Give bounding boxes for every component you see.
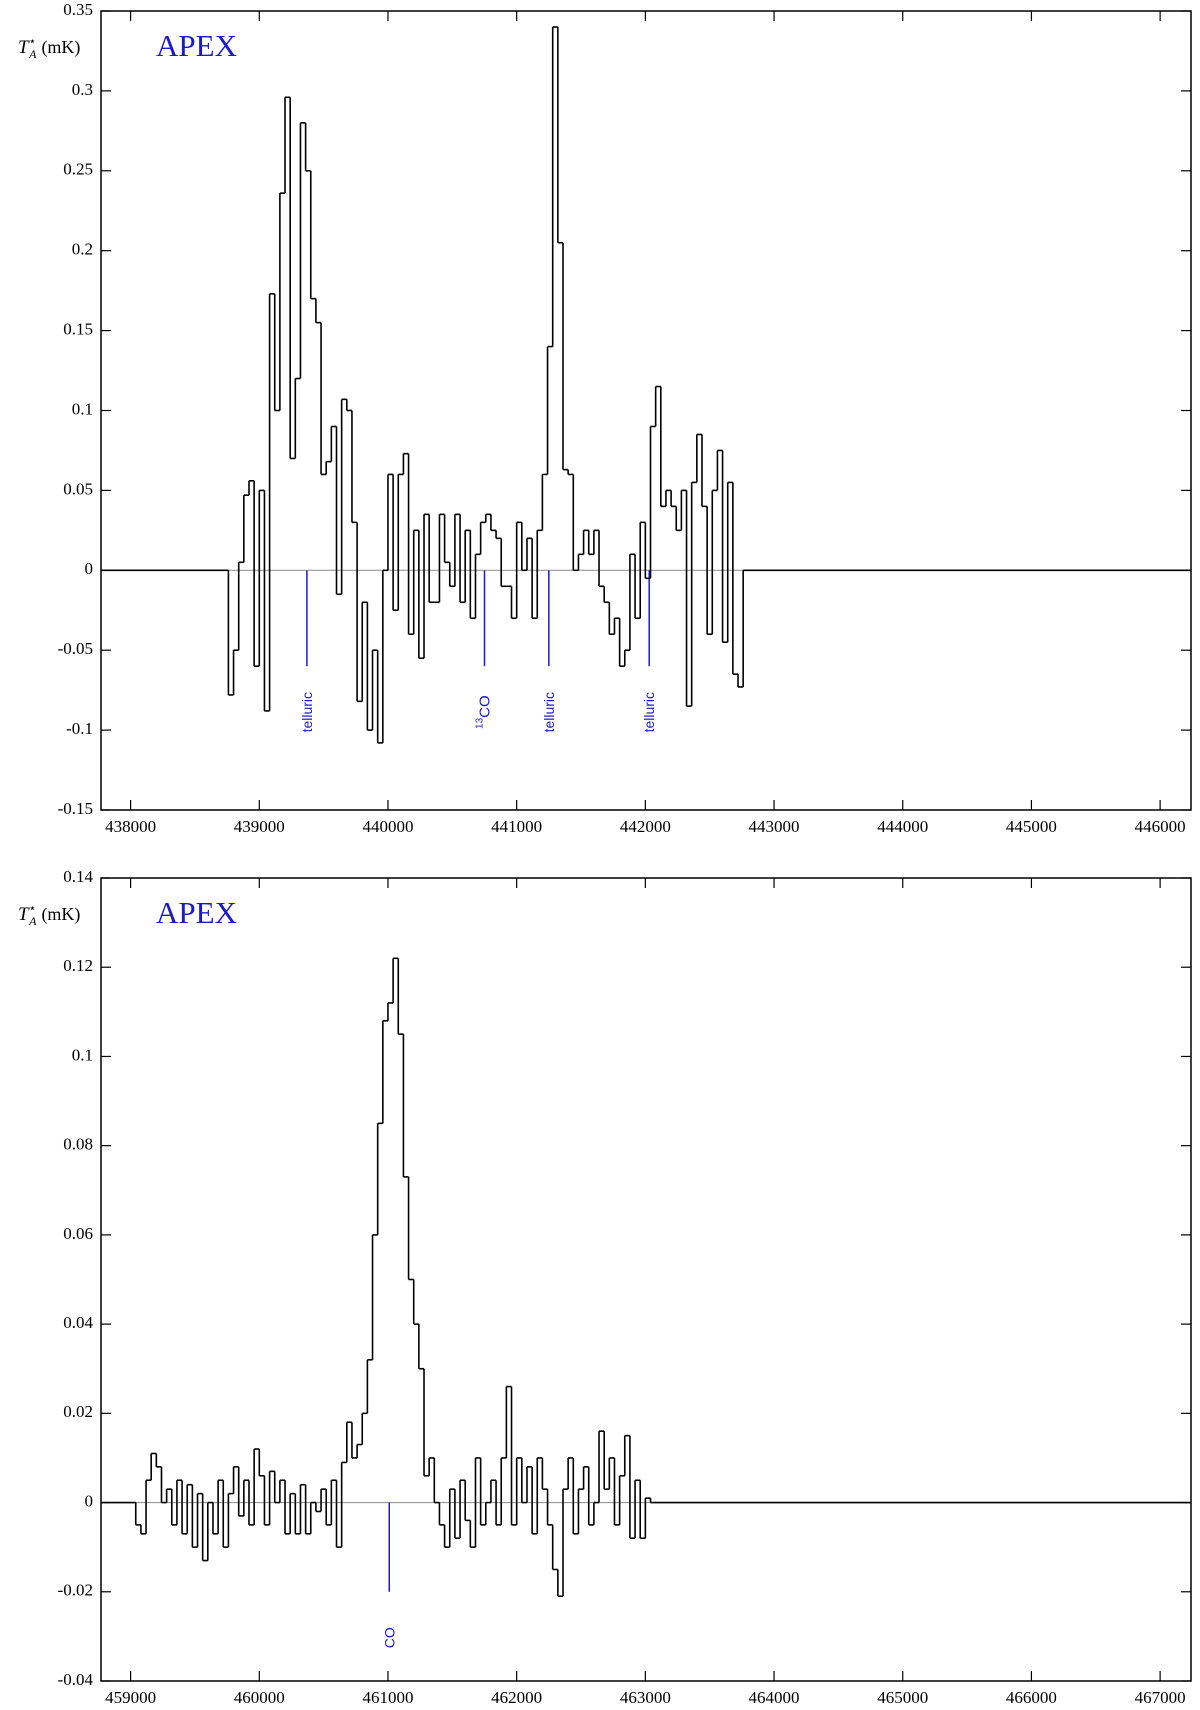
spectrum bbox=[101, 957, 1191, 1598]
annotation-text: telluric bbox=[541, 692, 557, 732]
annotation-text: CO bbox=[381, 1627, 397, 1648]
y-tick-label: 0 bbox=[85, 559, 94, 578]
y-tick-label: 0.12 bbox=[63, 956, 93, 975]
y-label-sub: A bbox=[28, 47, 37, 61]
x-tick-label: 445000 bbox=[1006, 817, 1057, 836]
x-tick-label: 444000 bbox=[877, 817, 928, 836]
y-axis-label: T⋆ A (mK) bbox=[18, 901, 80, 928]
annotation-superscript: 13 bbox=[474, 717, 485, 729]
y-tick-label: 0 bbox=[85, 1491, 94, 1510]
y-tick-label: 0.1 bbox=[72, 1045, 93, 1064]
y-tick-label: 0.14 bbox=[63, 867, 93, 886]
x-tick-label: 464000 bbox=[749, 1688, 800, 1707]
annotation-text: telluric bbox=[299, 692, 315, 732]
x-tick-label: 446000 bbox=[1135, 817, 1186, 836]
y-tick-label: -0.02 bbox=[58, 1581, 93, 1600]
annotation-label: telluric bbox=[641, 692, 657, 732]
y-axis-label: T⋆ A (mK) bbox=[18, 34, 80, 61]
y-tick-label: 0.35 bbox=[63, 0, 93, 19]
y-tick-label: 0.3 bbox=[72, 80, 93, 99]
y-tick-label: 0.25 bbox=[63, 160, 93, 179]
x-tick-label: 459000 bbox=[105, 1688, 156, 1707]
x-tick-label: 463000 bbox=[620, 1688, 671, 1707]
x-tick-label: 467000 bbox=[1135, 1688, 1186, 1707]
x-tick-label: 462000 bbox=[491, 1688, 542, 1707]
y-tick-label: 0.15 bbox=[63, 320, 93, 339]
x-tick-label: 460000 bbox=[234, 1688, 285, 1707]
annotation-label: 13CO bbox=[474, 695, 493, 729]
y-tick-label: -0.15 bbox=[58, 799, 93, 818]
y-tick-label: -0.1 bbox=[66, 719, 93, 738]
annotation-label: CO bbox=[381, 1627, 397, 1648]
plot-frame bbox=[100, 877, 1192, 1682]
y-label-sup: ⋆ bbox=[29, 901, 37, 915]
y-tick-label: 0.1 bbox=[72, 399, 93, 418]
y-label-sub: A bbox=[28, 914, 37, 928]
y-label-unit: (mK) bbox=[41, 37, 80, 58]
x-tick-label: 439000 bbox=[234, 817, 285, 836]
annotation-label: telluric bbox=[541, 692, 557, 732]
annotation-text: telluric bbox=[641, 692, 657, 732]
panel-label: APEX bbox=[156, 28, 237, 63]
y-tick-label: 0.04 bbox=[63, 1313, 93, 1332]
y-label-symbol: T bbox=[18, 904, 30, 925]
x-tick-label: 440000 bbox=[362, 817, 413, 836]
x-tick-label: 438000 bbox=[105, 817, 156, 836]
spectrum bbox=[101, 26, 1191, 744]
y-tick-label: -0.04 bbox=[58, 1670, 94, 1689]
y-tick-label: 0.02 bbox=[63, 1402, 93, 1421]
y-tick-label: -0.05 bbox=[58, 639, 93, 658]
x-tick-label: 466000 bbox=[1006, 1688, 1057, 1707]
y-label-unit: (mK) bbox=[41, 904, 80, 925]
y-label-symbol: T bbox=[18, 37, 30, 58]
y-tick-label: 0.2 bbox=[72, 240, 93, 259]
x-tick-label: 443000 bbox=[749, 817, 800, 836]
x-tick-label: 442000 bbox=[620, 817, 671, 836]
x-tick-label: 441000 bbox=[491, 817, 542, 836]
y-tick-label: 0.08 bbox=[63, 1135, 93, 1154]
panel-label: APEX bbox=[156, 895, 237, 930]
y-tick-label: 0.05 bbox=[63, 479, 93, 498]
y-label-sup: ⋆ bbox=[29, 34, 37, 48]
y-tick-label: 0.06 bbox=[63, 1224, 93, 1243]
x-tick-label: 465000 bbox=[877, 1688, 928, 1707]
annotation-text: CO bbox=[476, 695, 493, 718]
annotation-label: telluric bbox=[299, 692, 315, 732]
x-tick-label: 461000 bbox=[362, 1688, 413, 1707]
